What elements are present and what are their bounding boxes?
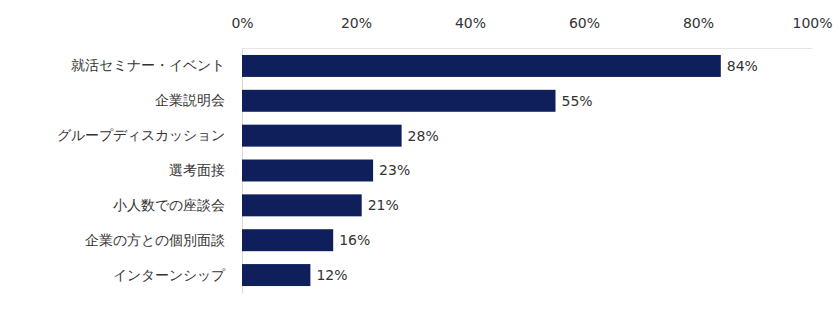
y-tick: 小人数での座談会 [113, 197, 242, 213]
y-tick-label: 企業の方との個別面談 [85, 232, 225, 248]
data-labels: 84% 55% 28% 23% 21% 16% 12% [316, 58, 758, 283]
x-tick: 40% [455, 15, 486, 48]
y-tick-label: インターンシップ [113, 267, 226, 283]
chart: 0% 20% 40% 60% 80% 100% 就活セミナー・イベント企業説明会グループディ… [0, 0, 840, 314]
data-label: 16% [339, 232, 370, 248]
bar [242, 194, 362, 216]
bars [242, 55, 721, 286]
y-axis: 就活セミナー・イベント企業説明会グループディスカッション選考面接小人数での座談会… [57, 49, 243, 294]
data-label: 55% [562, 93, 593, 109]
bar [242, 125, 402, 147]
data-label: 21% [368, 197, 399, 213]
bar [242, 229, 333, 251]
data-label: 28% [408, 128, 439, 144]
y-tick-label: 企業説明会 [155, 92, 225, 108]
plot: 0% 20% 40% 60% 80% 100% 就活セミナー・イベント企業説明会グループディ… [57, 15, 833, 294]
x-tick: 20% [341, 15, 372, 48]
x-tick-label: 60% [569, 15, 600, 31]
y-tick: 企業説明会 [155, 92, 242, 108]
x-axis: 0% 20% 40% 60% 80% 100% [231, 15, 832, 49]
y-tick-label: 小人数での座談会 [113, 197, 225, 213]
data-label: 12% [316, 267, 347, 283]
y-tick-label: 就活セミナー・イベント [71, 57, 225, 73]
bar [242, 55, 721, 77]
x-tick-label: 0% [231, 15, 253, 31]
y-tick: グループディスカッション [57, 127, 242, 143]
bar [242, 90, 556, 112]
x-tick-label: 20% [341, 15, 372, 31]
y-tick: インターンシップ [113, 267, 242, 283]
y-tick: 企業の方との個別面談 [85, 232, 242, 248]
x-tick: 80% [683, 15, 714, 48]
x-tick-label: 40% [455, 15, 486, 31]
y-tick: 就活セミナー・イベント [71, 57, 242, 73]
x-tick: 0% [231, 15, 253, 48]
y-tick-label: グループディスカッション [57, 127, 225, 143]
y-tick: 選考面接 [169, 162, 242, 178]
data-label: 84% [727, 58, 758, 74]
x-axis-line [243, 48, 813, 49]
x-tick: 100% [792, 15, 832, 48]
x-tick: 60% [569, 15, 600, 48]
data-label: 23% [379, 162, 410, 178]
y-tick-label: 選考面接 [169, 162, 225, 178]
x-tick-label: 100% [792, 15, 832, 31]
bar [242, 264, 310, 286]
x-tick-label: 80% [683, 15, 714, 31]
bar [242, 160, 373, 182]
